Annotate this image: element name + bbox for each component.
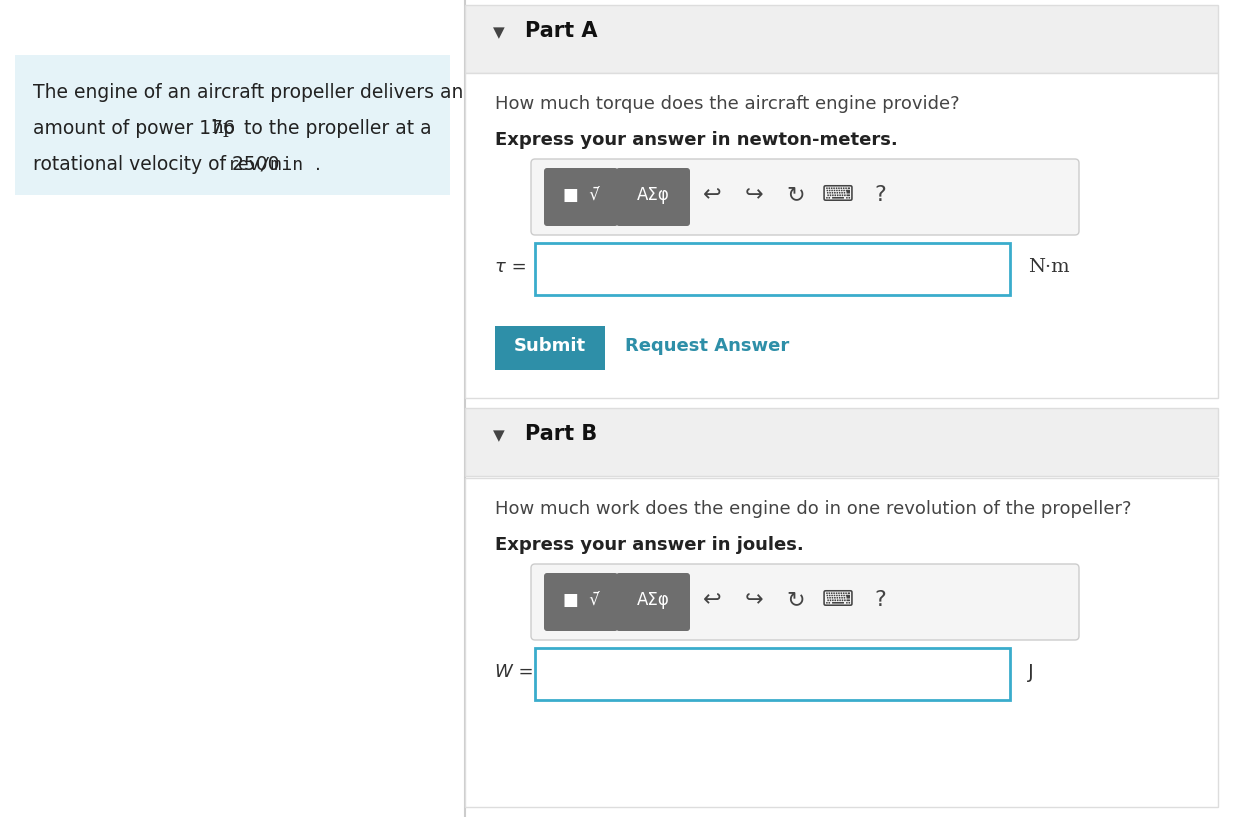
Text: ⌨: ⌨	[822, 590, 854, 610]
FancyBboxPatch shape	[15, 55, 450, 195]
Text: AΣφ: AΣφ	[636, 591, 670, 609]
Text: ↩: ↩	[703, 590, 721, 610]
Text: ↪: ↪	[745, 590, 763, 610]
Text: .: .	[314, 155, 321, 174]
FancyBboxPatch shape	[465, 408, 1218, 476]
Text: Part A: Part A	[525, 21, 598, 41]
FancyBboxPatch shape	[531, 159, 1079, 235]
FancyBboxPatch shape	[535, 243, 1010, 295]
Text: amount of power 176: amount of power 176	[33, 119, 240, 138]
Text: rev/min: rev/min	[228, 155, 305, 173]
Text: ?: ?	[874, 590, 885, 610]
Text: How much work does the engine do in one revolution of the propeller?: How much work does the engine do in one …	[494, 500, 1132, 518]
FancyBboxPatch shape	[544, 573, 618, 631]
FancyBboxPatch shape	[465, 73, 1218, 398]
Text: The engine of an aircraft propeller delivers an: The engine of an aircraft propeller deli…	[33, 83, 464, 102]
FancyBboxPatch shape	[531, 564, 1079, 640]
FancyBboxPatch shape	[544, 168, 618, 226]
Text: τ =: τ =	[494, 258, 526, 276]
Text: ↪: ↪	[745, 185, 763, 205]
Text: ↻: ↻	[787, 590, 805, 610]
Text: ▼: ▼	[493, 25, 504, 40]
Text: N·m: N·m	[1028, 258, 1069, 276]
Text: ↩: ↩	[703, 185, 721, 205]
Text: W =: W =	[494, 663, 534, 681]
Text: AΣφ: AΣφ	[636, 186, 670, 204]
Text: ?: ?	[874, 185, 885, 205]
Text: Request Answer: Request Answer	[625, 337, 789, 355]
Text: Express your answer in joules.: Express your answer in joules.	[494, 536, 804, 554]
Text: How much torque does the aircraft engine provide?: How much torque does the aircraft engine…	[494, 95, 959, 113]
FancyBboxPatch shape	[494, 326, 605, 370]
Text: Express your answer in newton-meters.: Express your answer in newton-meters.	[494, 131, 898, 149]
FancyBboxPatch shape	[535, 648, 1010, 700]
Text: ↻: ↻	[787, 185, 805, 205]
Text: rotational velocity of 2500: rotational velocity of 2500	[33, 155, 286, 174]
Text: ■  √̄: ■ √̄	[562, 186, 599, 204]
Text: ■  √̄: ■ √̄	[562, 591, 599, 609]
Text: hp: hp	[211, 119, 236, 137]
Text: J: J	[1028, 663, 1033, 681]
Text: Part B: Part B	[525, 424, 597, 444]
FancyBboxPatch shape	[616, 168, 690, 226]
FancyBboxPatch shape	[465, 478, 1218, 807]
FancyBboxPatch shape	[465, 5, 1218, 73]
Text: to the propeller at a: to the propeller at a	[238, 119, 432, 138]
Text: Submit: Submit	[514, 337, 586, 355]
FancyBboxPatch shape	[616, 573, 690, 631]
Text: ⌨: ⌨	[822, 185, 854, 205]
Text: ▼: ▼	[493, 428, 504, 443]
